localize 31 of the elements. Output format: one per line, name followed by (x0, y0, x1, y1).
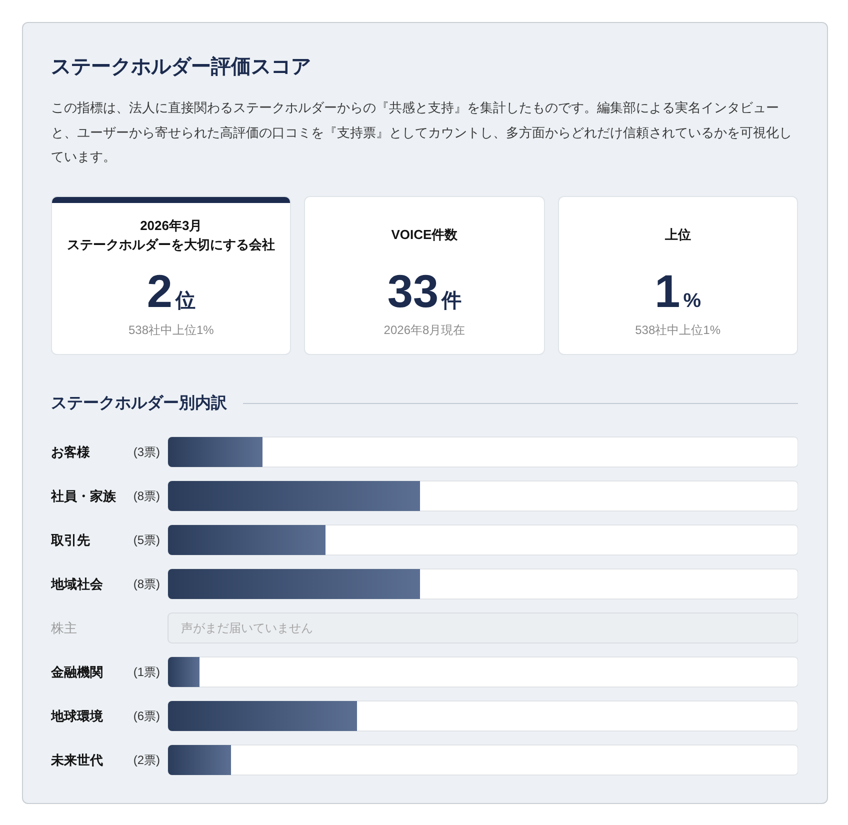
data-label: (3票) (133, 444, 160, 459)
text: 538社中上位1% (635, 322, 720, 336)
data-label: (6票) (133, 708, 160, 723)
text: 33件 (387, 264, 462, 316)
text: 2026年3月ステークホルダーを大切にする会社 (67, 218, 276, 252)
data-label: (1票) (133, 664, 160, 679)
bar (168, 524, 326, 554)
text: 上位 (664, 227, 691, 242)
y-tick-label: 株主 (50, 620, 77, 636)
chart-title: ステークホルダー別内訳 (51, 394, 227, 412)
bar (168, 656, 200, 686)
y-tick-label: 未来世代 (50, 752, 103, 768)
text: 2位 (146, 264, 196, 316)
data-label: (8票) (133, 488, 160, 503)
text: 2026年8月現在 (384, 322, 466, 336)
bar (168, 436, 262, 466)
y-tick-label: お客様 (51, 444, 91, 460)
text: 538社中上位1% (128, 322, 214, 336)
data-label: (2票) (133, 752, 160, 767)
annotation: 声がまだ届いていません (181, 620, 313, 635)
text: 1% (654, 264, 702, 316)
data-label: (8票) (133, 576, 160, 591)
y-tick-label: 取引先 (50, 532, 90, 548)
y-tick-label: 社員・家族 (50, 488, 117, 504)
text: VOICE件数 (391, 227, 458, 242)
bar (168, 744, 231, 774)
y-tick-label: 金融機関 (50, 664, 103, 680)
text: この指標は、法人に直接関わるステークホルダーからの『共感と支持』を集計したものです。編集部による実名インタビューと、ユーザーから寄せられた高評価の口コミを『支持票』としてカウントし、多方面からどれだけ信頼されているかを可視化しています。 (51, 100, 792, 164)
bar (168, 700, 357, 730)
text: ステークホルダー評価スコア (51, 56, 311, 78)
data-label: (5票) (133, 532, 160, 547)
